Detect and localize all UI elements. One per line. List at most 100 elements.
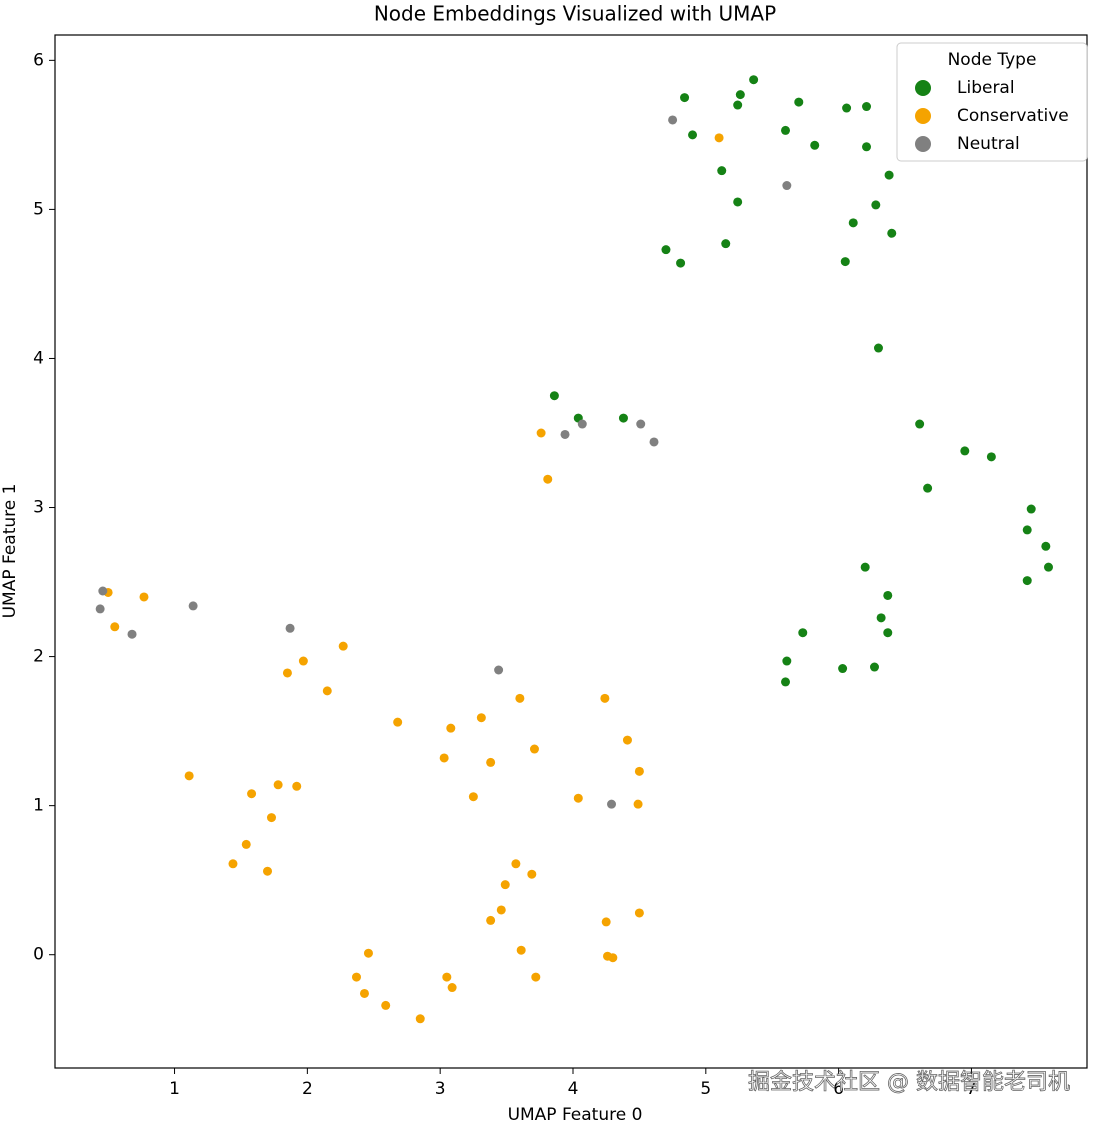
point <box>986 452 996 462</box>
point <box>338 641 348 651</box>
point <box>634 908 644 918</box>
point <box>486 915 496 925</box>
point <box>188 601 198 611</box>
point <box>887 228 897 238</box>
point <box>1026 504 1036 514</box>
point <box>500 880 510 890</box>
point <box>139 592 149 602</box>
point <box>273 780 283 790</box>
y-tick-label: 6 <box>33 50 44 70</box>
point <box>668 115 678 125</box>
point <box>511 859 521 869</box>
point <box>292 781 302 791</box>
plot-frame <box>54 34 1088 1069</box>
legend-title: Node Type <box>948 50 1037 70</box>
chart-title: Node Embeddings Visualized with UMAP <box>374 2 776 26</box>
point <box>543 474 553 484</box>
point <box>1041 541 1051 551</box>
point <box>873 343 883 353</box>
point <box>838 664 848 674</box>
y-tick-label: 2 <box>33 647 44 667</box>
point <box>1022 525 1032 535</box>
y-tick-label: 0 <box>33 945 44 965</box>
point <box>717 166 727 176</box>
point <box>1043 562 1053 572</box>
point <box>869 662 879 672</box>
point <box>298 656 308 666</box>
point <box>661 245 671 255</box>
point <box>282 668 292 678</box>
x-tick-label: 6 <box>833 1079 844 1099</box>
point <box>439 753 449 763</box>
point <box>494 665 504 675</box>
point <box>266 813 276 823</box>
legend-label: Liberal <box>957 78 1015 98</box>
point <box>468 792 478 802</box>
legend-marker <box>915 108 931 124</box>
point <box>735 90 745 100</box>
point <box>810 140 820 150</box>
point <box>633 799 643 809</box>
point <box>1022 576 1032 586</box>
point <box>781 125 791 135</box>
point <box>636 419 646 429</box>
point <box>228 859 238 869</box>
point <box>549 391 559 401</box>
point <box>560 429 570 439</box>
x-tick-label: 2 <box>302 1079 313 1099</box>
y-tick-label: 3 <box>33 498 44 518</box>
point <box>393 717 403 727</box>
point <box>915 419 925 429</box>
point <box>733 197 743 207</box>
point <box>608 953 618 963</box>
point <box>688 130 698 140</box>
point <box>721 239 731 249</box>
point <box>527 869 537 879</box>
point <box>649 437 659 447</box>
point <box>515 693 525 703</box>
point <box>960 446 970 456</box>
point <box>782 656 792 666</box>
y-axis-label: UMAP Feature 1 <box>0 484 20 619</box>
point <box>415 1014 425 1024</box>
point <box>923 483 933 493</box>
point <box>476 713 486 723</box>
point <box>781 677 791 687</box>
point <box>618 413 628 423</box>
point <box>381 1000 391 1010</box>
y-tick-label: 1 <box>33 796 44 816</box>
point <box>876 613 886 623</box>
point <box>247 789 257 799</box>
x-tick-label: 5 <box>700 1079 711 1099</box>
point <box>749 75 759 85</box>
point <box>798 628 808 638</box>
point <box>860 562 870 572</box>
y-tick-label: 4 <box>33 348 44 368</box>
point <box>714 133 724 143</box>
point <box>322 686 332 696</box>
point <box>862 102 872 112</box>
point <box>600 693 610 703</box>
point <box>531 972 541 982</box>
point <box>680 93 690 103</box>
point <box>447 983 457 993</box>
point <box>634 766 644 776</box>
point <box>496 905 506 915</box>
point <box>884 170 894 180</box>
legend-label: Neutral <box>957 134 1020 154</box>
x-tick-label: 1 <box>169 1079 180 1099</box>
x-tick-label: 3 <box>435 1079 446 1099</box>
point <box>733 100 743 110</box>
point <box>516 945 526 955</box>
point <box>95 604 105 614</box>
point <box>883 628 893 638</box>
point <box>263 866 273 876</box>
point <box>842 103 852 113</box>
point <box>607 799 617 809</box>
point <box>676 258 686 268</box>
x-axis-label: UMAP Feature 0 <box>508 1105 643 1125</box>
point <box>442 972 452 982</box>
legend-marker <box>915 80 931 96</box>
